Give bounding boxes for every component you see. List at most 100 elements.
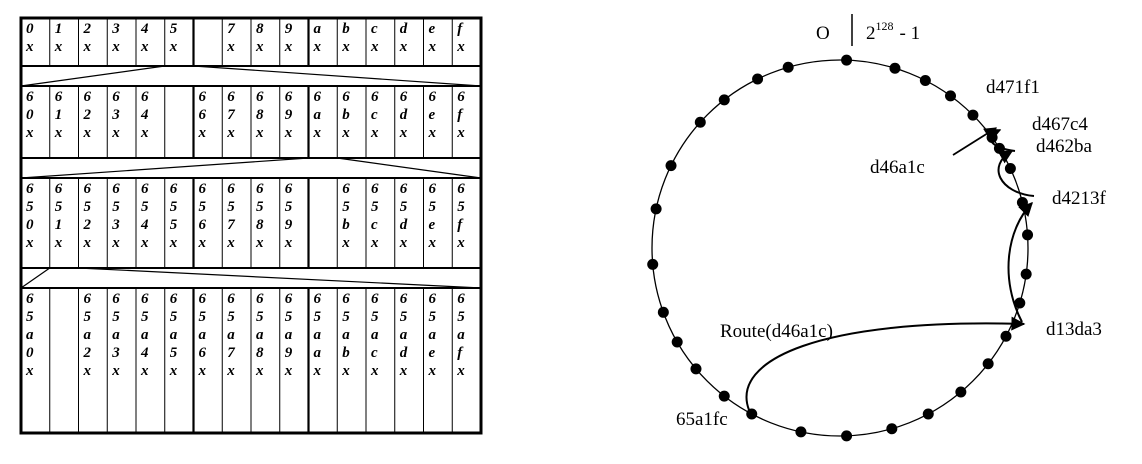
table-cell-char: b bbox=[342, 345, 350, 361]
table-cell-char: a bbox=[314, 327, 322, 343]
table-cell-char: 5 bbox=[170, 199, 178, 215]
table-cell-char: x bbox=[456, 363, 465, 379]
table-cell-char: x bbox=[284, 363, 293, 379]
table-cell-entry: 6 4 x bbox=[140, 89, 149, 141]
table-cell-char: x bbox=[341, 125, 350, 141]
table-cell-entry: 6 1 x bbox=[54, 89, 63, 141]
table-cell-char: x bbox=[399, 125, 408, 141]
table-cell-char: x bbox=[140, 235, 149, 251]
ring-circle bbox=[651, 59, 1029, 437]
table-cell-char: 6 bbox=[112, 89, 120, 105]
table-cell-char: 6 bbox=[314, 89, 322, 105]
table-cell-char: 5 bbox=[227, 199, 235, 215]
node-label-65a1fc: 65a1fc bbox=[676, 409, 728, 430]
table-cell-entry: 6 5 a 8 x bbox=[255, 291, 264, 379]
route-arrow-d13da3-to-d4213f bbox=[1007, 201, 1033, 323]
pastry-ring: O 2128- 1 d471f1 d467c4 d462ba d46a1c d4… bbox=[647, 14, 1107, 442]
table-cell-char: 6 bbox=[199, 345, 207, 361]
node-label-d471f1: d471f1 bbox=[986, 77, 1040, 98]
table-cell-char: x bbox=[284, 235, 293, 251]
table-cell-entry: 6 9 x bbox=[284, 89, 293, 141]
table-cell-char: x bbox=[399, 39, 408, 55]
ring-node bbox=[982, 358, 994, 370]
table-cell-char: 6 bbox=[112, 291, 120, 307]
separator-left-line bbox=[20, 267, 51, 289]
table-cell-char: a bbox=[314, 107, 322, 123]
table-cell-char: 6 bbox=[256, 291, 264, 307]
ring-node bbox=[967, 109, 979, 121]
table-cell-char: 5 bbox=[141, 309, 149, 325]
table-cell-entry: 6 5 1 x bbox=[54, 181, 63, 251]
ring-node bbox=[841, 430, 853, 442]
table-cell-char: 5 bbox=[457, 199, 465, 215]
table-cell-char: 6 bbox=[256, 181, 264, 197]
table-cell-char: 5 bbox=[256, 199, 264, 215]
table-cell-char: x bbox=[428, 363, 437, 379]
route-label: Route(d46a1c) bbox=[720, 321, 833, 342]
table-cell-char: 5 bbox=[342, 309, 350, 325]
table-cell-char: x bbox=[198, 125, 207, 141]
table-cell-char: x bbox=[399, 363, 408, 379]
ring-node bbox=[782, 61, 794, 73]
table-cell-char: 6 bbox=[26, 291, 34, 307]
ring-node bbox=[657, 306, 669, 318]
table-cell-char: x bbox=[284, 39, 293, 55]
table-cell-entry: 6 5 a 6 x bbox=[198, 291, 207, 379]
ring-node bbox=[1020, 268, 1032, 280]
table-cell-char: x bbox=[111, 125, 120, 141]
ring-node bbox=[1014, 297, 1026, 309]
table-cell-char: x bbox=[284, 125, 293, 141]
table-cell-char: x bbox=[169, 363, 178, 379]
table-cell-char: e bbox=[429, 345, 436, 361]
ring-node bbox=[919, 74, 931, 86]
table-cell-char: x bbox=[456, 235, 465, 251]
table-cell-char: 2 bbox=[83, 107, 92, 123]
table-cell-char: 4 bbox=[140, 21, 149, 37]
table-cell-char: 6 bbox=[342, 181, 350, 197]
separator-left-line bbox=[20, 157, 309, 179]
table-cell-char: x bbox=[255, 125, 264, 141]
table-cell-char: 6 bbox=[170, 291, 178, 307]
table-cell-char: e bbox=[429, 21, 436, 37]
table-cell-char: x bbox=[140, 39, 149, 55]
table-cell-char: 6 bbox=[457, 181, 465, 197]
table-cell-entry: 6 5 0 x bbox=[25, 181, 34, 251]
table-cell-char: 6 bbox=[285, 181, 293, 197]
node-label-d4213f: d4213f bbox=[1052, 188, 1107, 209]
table-cell-char: x bbox=[226, 125, 235, 141]
table-cell-char: 6 bbox=[199, 89, 207, 105]
table-cell-char: x bbox=[341, 39, 350, 55]
table-cell-char: x bbox=[25, 125, 34, 141]
table-cell-char: 4 bbox=[140, 345, 149, 361]
table-cell-char: 6 bbox=[457, 89, 465, 105]
table-cell-char: 2 bbox=[83, 21, 92, 37]
table-cell-char: c bbox=[371, 107, 378, 123]
table-cell-char: 5 bbox=[199, 309, 207, 325]
table-cell-char: f bbox=[457, 345, 464, 361]
table-cell-char: 6 bbox=[285, 89, 293, 105]
table-cell-char: 0 bbox=[26, 217, 34, 233]
node-label-d467c4: d467c4 bbox=[1032, 114, 1088, 135]
table-cell-entry: 6 5 2 x bbox=[83, 181, 92, 251]
table-cell-char: x bbox=[226, 235, 235, 251]
ring-nodes bbox=[647, 54, 1034, 442]
table-cell-char: d bbox=[400, 107, 408, 123]
table-cell-char: 6 bbox=[371, 89, 379, 105]
table-cell-char: x bbox=[140, 363, 149, 379]
table-cell-entry: 6 7 x bbox=[226, 89, 235, 141]
table-cell-char: 6 bbox=[199, 181, 207, 197]
table-cell-char: 5 bbox=[84, 309, 92, 325]
